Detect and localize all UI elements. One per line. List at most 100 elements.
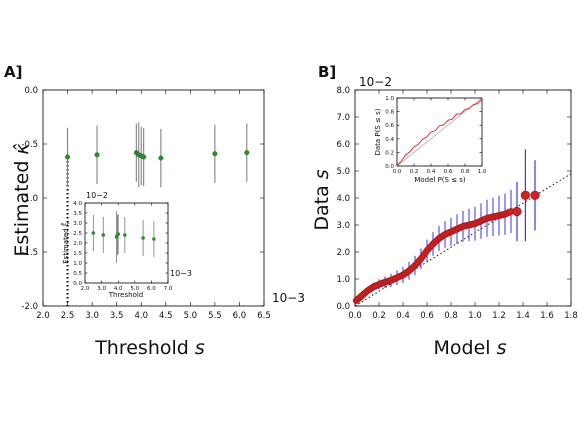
panel-a-inset-y-scale-label: 10−2 [86,191,108,200]
data-point [158,155,164,161]
panel-a-xlabel-text: Threshold [94,337,195,359]
panel-b-xlabel-text: Model [434,337,497,359]
x-tick-label: 0.4 [427,169,436,175]
panel-b-xlabel-var: s [497,337,507,359]
y-tick-label: 1.0 [73,261,82,267]
y-tick-label: 1.0 [336,275,350,285]
x-tick-label: 5.0 [130,286,139,292]
inset-data-point [152,237,156,241]
x-tick-label: 0.6 [420,311,434,321]
y-tick-label: 0.6 [385,123,394,129]
inset-data-point [141,236,145,240]
y-tick-label: 4.0 [73,201,82,207]
x-tick-label: 1.8 [564,311,578,321]
x-tick-label: 6.0 [233,311,247,321]
large-data-point [520,190,531,200]
x-tick-label: 3.0 [85,311,99,321]
y-tick-label: -0.5 [21,140,38,150]
data-point [141,154,147,160]
y-tick-label: 7.0 [336,113,350,123]
panel-b-inset-lines [396,97,483,167]
panel-a-inset-data-points [91,211,156,263]
y-tick-label: 0.5 [73,271,82,277]
panel-b-xlabel: Model s [434,337,507,359]
y-tick-label: 0.0 [73,281,82,287]
panel-a-xlabel-var: s [195,337,205,359]
x-tick-label: 4.0 [134,311,148,321]
inset-diagonal [396,97,483,167]
panel-b: B] 0.0 0.2 0.4 0.6 0.8 1.0 1.2 1.4 1.6 1.8 0.0 1.0 2… [311,63,578,359]
panel-b-data-points [352,190,540,304]
y-tick-label: 5.0 [336,167,350,177]
x-tick-label: 0.8 [444,311,458,321]
x-tick-label: 0.2 [410,169,419,175]
y-tick-label: 6.0 [336,140,350,150]
y-tick-label: 0.4 [385,137,394,143]
panel-b-inset-axes [396,97,483,167]
y-tick-label: 2.0 [73,241,82,247]
x-tick-label: 0.4 [396,311,410,321]
inset-data-point [116,232,120,236]
x-tick-label: 0.2 [372,311,386,321]
panel-a-ylabel: Estimated κ̂ [11,143,33,257]
panel-a: A] 2.0 2.5 3.0 3.5 4.0 4.5 5.0 5.5 6.0 6.5 0.0 -0.5… [4,63,305,359]
y-tick-label: 2.0 [336,248,350,258]
y-tick-label: 3.0 [336,221,350,231]
panel-b-inset-ylabel: Data P(S ≤ s) [374,108,382,155]
large-data-point [530,190,540,200]
x-tick-label: 1.6 [540,311,554,321]
y-tick-label: 4.0 [336,194,350,204]
panel-a-ylabel-text: Estimated [11,155,33,257]
panel-a-y-scale-label: 10−3 [272,291,305,305]
panel-b-y-scale-label: 10−2 [359,75,392,89]
y-tick-label: 1.0 [385,96,394,102]
y-tick-label: 0.8 [385,110,394,116]
inset-data-point [101,233,106,237]
data-point [65,154,71,160]
panel-a-inset-x-scale-label: 10−3 [170,269,192,278]
x-tick-label: 5.5 [208,311,222,321]
x-tick-label: 7.0 [164,286,173,292]
panel-a-ylabel-var: κ̂ [11,143,33,155]
inset-cdf-line [396,98,483,166]
panel-b-inset-xlabel: Model P(S ≤ s) [414,176,466,184]
panel-b-ylabel-var: s [311,169,333,179]
panel-a-inset: 2.0 3.0 4.0 5.0 6.0 7.0 0.0 0.5 1.0 1.5 2.0 2.5 3.0 3… [61,191,192,299]
x-tick-label: 3.5 [110,311,124,321]
x-tick-label: 6.0 [147,286,156,292]
panel-b-ticks: 0.0 0.2 0.4 0.6 0.8 1.0 1.2 1.4 1.6 1.8 0.0 1.0 2.0 3… [336,86,577,321]
y-tick-label: -2.0 [21,302,38,312]
x-tick-label: 1.0 [478,169,487,175]
panel-b-label: B] [318,63,336,81]
x-tick-label: 0.0 [348,311,362,321]
x-tick-label: 2.5 [61,311,75,321]
y-tick-label: -1.5 [21,248,38,258]
panel-a-label: A] [4,63,22,81]
x-tick-label: 1.4 [516,311,530,321]
y-tick-label: 1.5 [73,251,82,257]
x-tick-label: 4.5 [159,311,173,321]
panel-a-data-points [65,122,250,188]
x-tick-label: 0.8 [461,169,470,175]
y-tick-label: 2.5 [73,231,82,237]
x-tick-label: 5.0 [184,311,198,321]
y-tick-label: 0.2 [385,150,394,156]
inset-data-point [123,233,127,237]
panel-a-ticks: 2.0 2.5 3.0 3.5 4.0 4.5 5.0 5.5 6.0 6.5 0.0 -0.5 -1.… [21,86,270,321]
x-tick-label: 1.0 [468,311,482,321]
panel-a-inset-ticks: 2.0 3.0 4.0 5.0 6.0 7.0 0.0 0.5 1.0 1.5 2.0 2.5 3.0 3… [73,201,173,292]
y-tick-label: 0.0 [24,86,38,96]
panel-b-ylabel-text: Data [311,179,333,230]
x-tick-label: 2.0 [81,286,90,292]
inset-data-point [91,231,96,235]
y-tick-label: -1.0 [21,194,38,204]
x-tick-label: 6.5 [257,311,271,321]
panel-b-inset-ticks: 0.0 0.2 0.4 0.6 0.8 1.0 0.0 0.2 0.4 0.6 0.8 1.0 [385,96,487,175]
y-tick-label: 3.5 [73,211,82,217]
panel-a-xlabel: Threshold s [94,337,205,359]
large-data-point [512,206,522,217]
y-tick-label: 0.0 [385,164,394,170]
data-point [244,150,250,156]
x-tick-label: 0.0 [393,169,402,175]
